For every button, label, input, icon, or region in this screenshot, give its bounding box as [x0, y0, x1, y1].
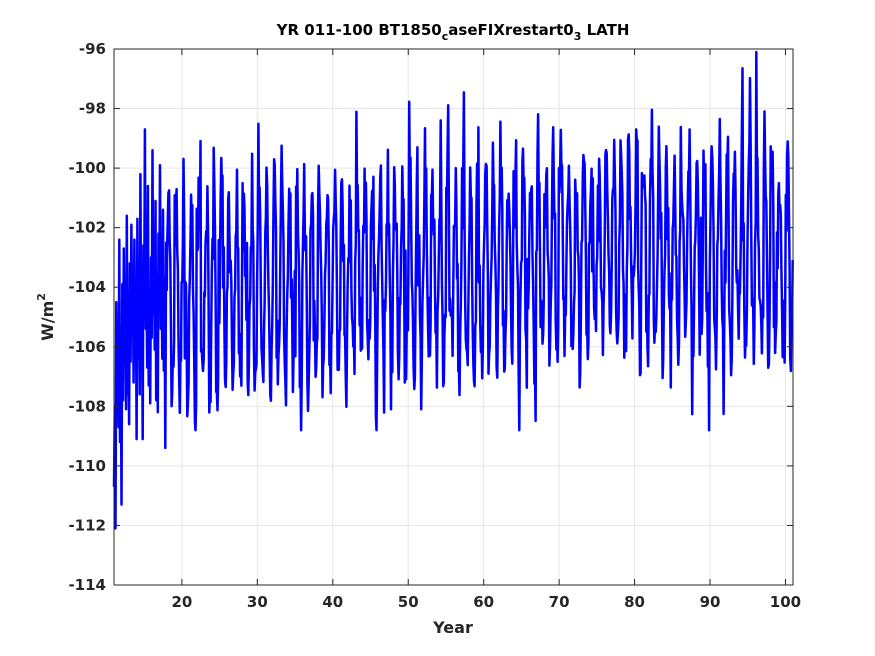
x-tick-label: 20	[171, 593, 192, 611]
y-axis-label-sup: 2	[35, 293, 48, 301]
y-tick-labels: -96 -98 -100 -102 -104 -106 -108 -110 -112 -114	[68, 40, 106, 594]
x-tick-labels: 20 30 40 50 60 70 80 90 100	[171, 593, 801, 611]
x-tick-label: 90	[700, 593, 721, 611]
y-axis-label-base: W/m	[38, 301, 57, 341]
chart-title-mid: aseFIXrestart0	[448, 21, 573, 39]
y-tick-label: -112	[68, 516, 106, 534]
x-tick-label: 60	[473, 593, 494, 611]
y-tick-label: -104	[68, 278, 106, 296]
chart-title-sub1: c	[442, 30, 449, 43]
chart-title-sub2: 3	[574, 30, 582, 43]
x-tick-label: 80	[624, 593, 645, 611]
chart-title: YR 011-100 BT1850caseFIXrestart03 LATH	[276, 21, 630, 43]
series-line	[112, 50, 794, 530]
x-tick-label: 50	[398, 593, 419, 611]
x-tick-label: 100	[770, 593, 801, 611]
y-axis-label: W/m2	[35, 293, 57, 341]
chart-title-end: LATH	[581, 21, 629, 39]
y-tick-label: -96	[79, 40, 106, 58]
y-tick-label: -108	[68, 397, 106, 415]
y-tick-label: -114	[68, 576, 106, 594]
y-tick-label: -106	[68, 338, 106, 356]
plot-frame	[113, 48, 794, 586]
y-tick-label: -98	[79, 100, 106, 118]
chart-title-main: YR 011-100 BT1850	[276, 21, 442, 39]
y-tick-label: -102	[68, 219, 106, 237]
y-tick-label: -100	[68, 159, 106, 177]
tick-marks	[114, 48, 793, 586]
x-tick-label: 70	[549, 593, 570, 611]
y-tick-label: -110	[68, 457, 106, 475]
series-line-layer	[112, 50, 794, 530]
x-tick-label: 40	[322, 593, 343, 611]
x-axis-label: Year	[432, 618, 473, 637]
x-tick-label: 30	[247, 593, 268, 611]
